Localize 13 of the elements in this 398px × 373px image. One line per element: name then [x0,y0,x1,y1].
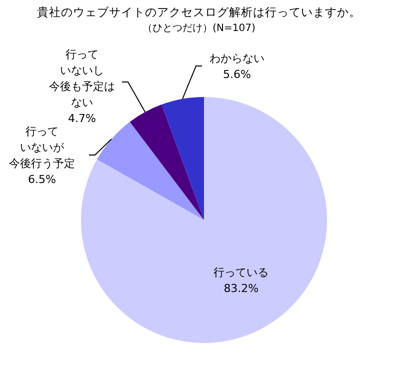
pie-slice [162,97,204,220]
data-label: 5.6% [223,68,251,81]
data-label: 6.5% [28,173,56,186]
slice-label: 行っていないし今後も予定はない [49,48,115,109]
data-label: 83.2% [224,282,259,295]
pie-slice [96,122,204,220]
pie-slice [130,104,204,220]
slice-label: わからない [210,52,264,65]
slice-label: 行っている [214,266,269,279]
chart-title: 貴社のウェブサイトのアクセスログ解析は行っていますか。 [37,5,361,19]
chart-subtitle: （ひとつだけ）(N=107) [142,23,256,34]
slice-label: 行っていないが今後行う予定 [9,125,75,170]
data-label: 4.7% [68,112,96,125]
